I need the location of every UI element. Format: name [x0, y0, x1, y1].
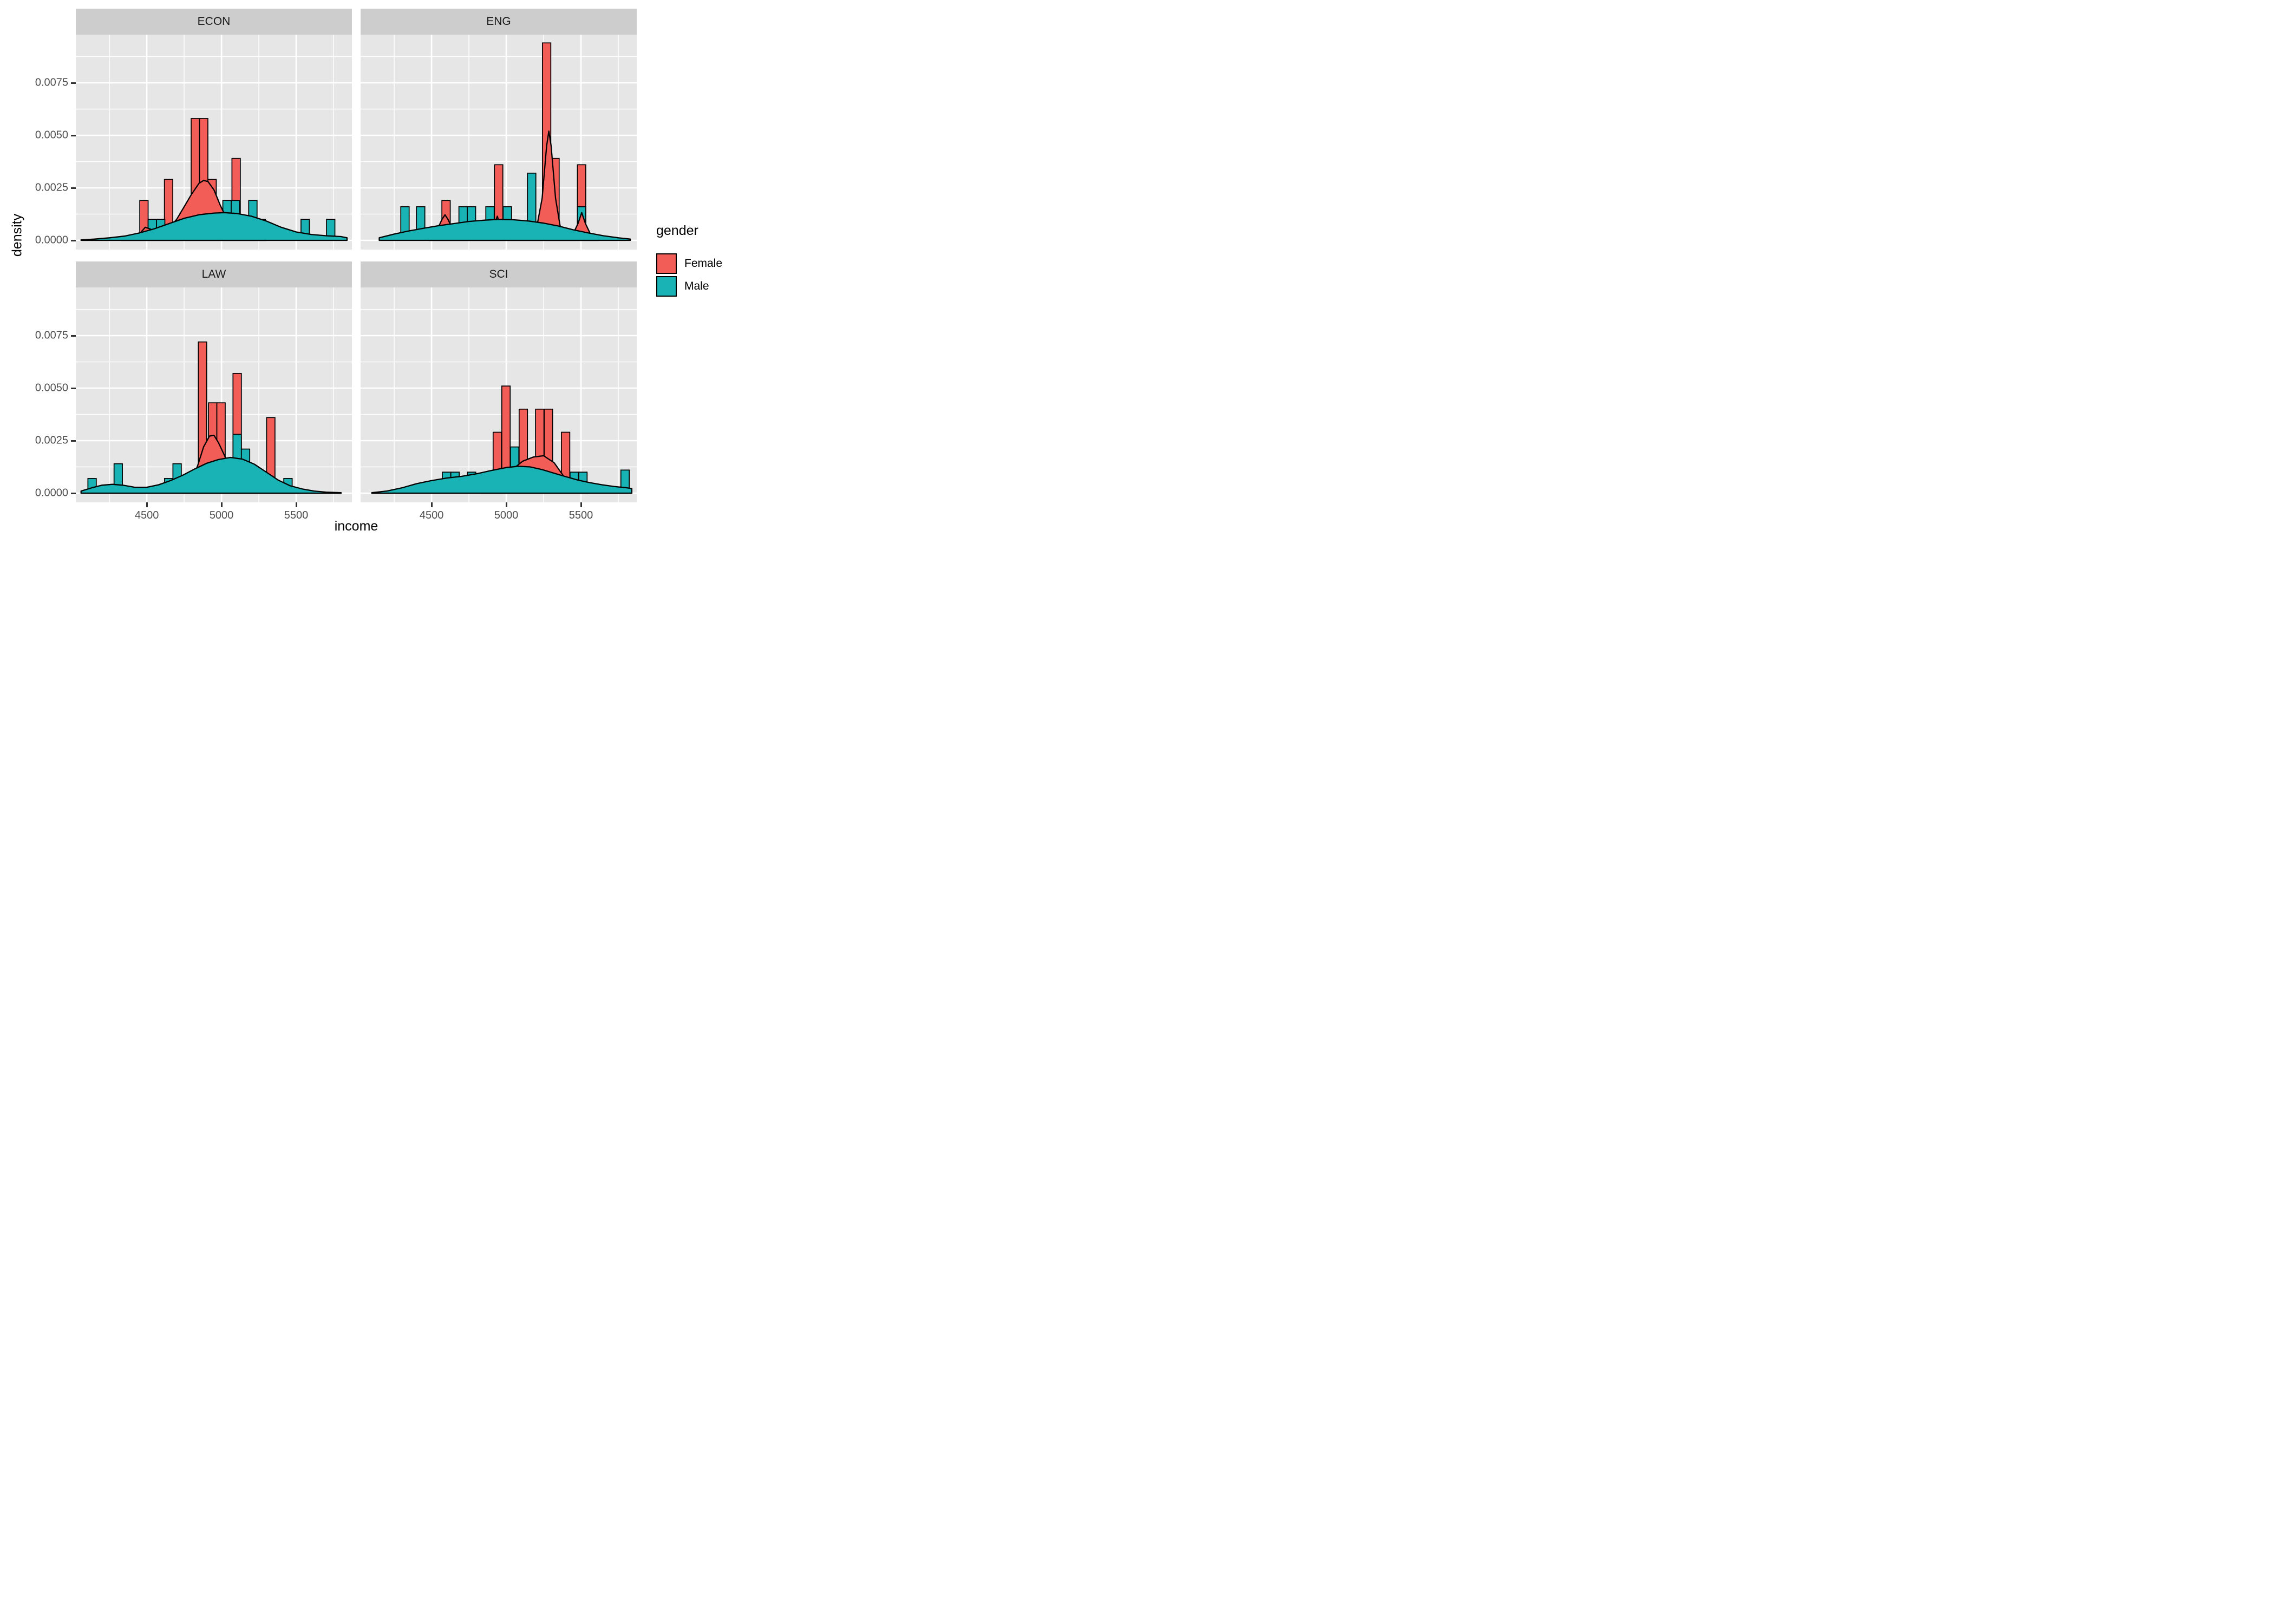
x-tick-label: 4500	[134, 509, 159, 521]
y-tick-mark	[71, 387, 76, 389]
x-tick-label: 5500	[284, 509, 309, 521]
panel-law	[76, 287, 352, 502]
legend: gender Female Male	[656, 223, 722, 298]
legend-title: gender	[656, 223, 698, 238]
facet-strip-econ: ECON	[76, 9, 352, 35]
facet-label-sci: SCI	[489, 268, 508, 280]
legend-key-male-swatch	[656, 276, 677, 297]
facet-strip-eng: ENG	[361, 9, 637, 35]
y-tick-label: 0.0075	[35, 76, 68, 89]
x-tick-mark	[430, 502, 433, 507]
x-tick-label: 4500	[419, 509, 444, 521]
x-tick-mark	[505, 502, 507, 507]
x-tick-label: 5000	[209, 509, 234, 521]
panel-eng	[361, 35, 637, 250]
y-tick-mark	[71, 335, 76, 337]
y-tick-mark	[71, 187, 76, 189]
y-tick-label: 0.0075	[35, 329, 68, 342]
x-tick-label: 5500	[568, 509, 593, 521]
x-axis-title: income	[334, 519, 378, 534]
legend-label-male: Male	[684, 280, 709, 292]
faceted-density-histogram-figure: ECON ENG LAW SCI 0.0000 0.0025 0.0050 0.007…	[0, 0, 758, 541]
facet-strip-law: LAW	[76, 261, 352, 287]
y-tick-label: 0.0000	[35, 487, 68, 499]
facet-label-econ: ECON	[197, 15, 231, 28]
legend-label-female: Female	[684, 257, 723, 270]
x-tick-mark	[295, 502, 297, 507]
y-tick-label: 0.0050	[35, 129, 68, 141]
y-tick-mark	[71, 440, 76, 442]
legend-item-female: Female	[656, 253, 722, 274]
y-tick-label: 0.0000	[35, 234, 68, 246]
x-tick-mark	[146, 502, 148, 507]
x-tick-mark	[220, 502, 223, 507]
y-tick-mark	[71, 134, 76, 136]
facet-label-eng: ENG	[486, 15, 511, 28]
x-tick-label: 5000	[494, 509, 519, 521]
y-tick-mark	[71, 239, 76, 241]
y-tick-label: 0.0025	[35, 181, 68, 194]
y-axis-title: density	[9, 213, 25, 257]
facet-strip-sci: SCI	[361, 261, 637, 287]
y-tick-mark	[71, 492, 76, 494]
panel-sci	[361, 287, 637, 502]
panel-econ	[76, 35, 352, 250]
y-tick-label: 0.0025	[35, 434, 68, 447]
y-tick-label: 0.0050	[35, 382, 68, 394]
y-tick-mark	[71, 82, 76, 84]
x-tick-mark	[580, 502, 582, 507]
facet-label-law: LAW	[201, 268, 226, 280]
legend-key-female-swatch	[656, 253, 677, 274]
legend-item-male: Male	[656, 276, 722, 297]
